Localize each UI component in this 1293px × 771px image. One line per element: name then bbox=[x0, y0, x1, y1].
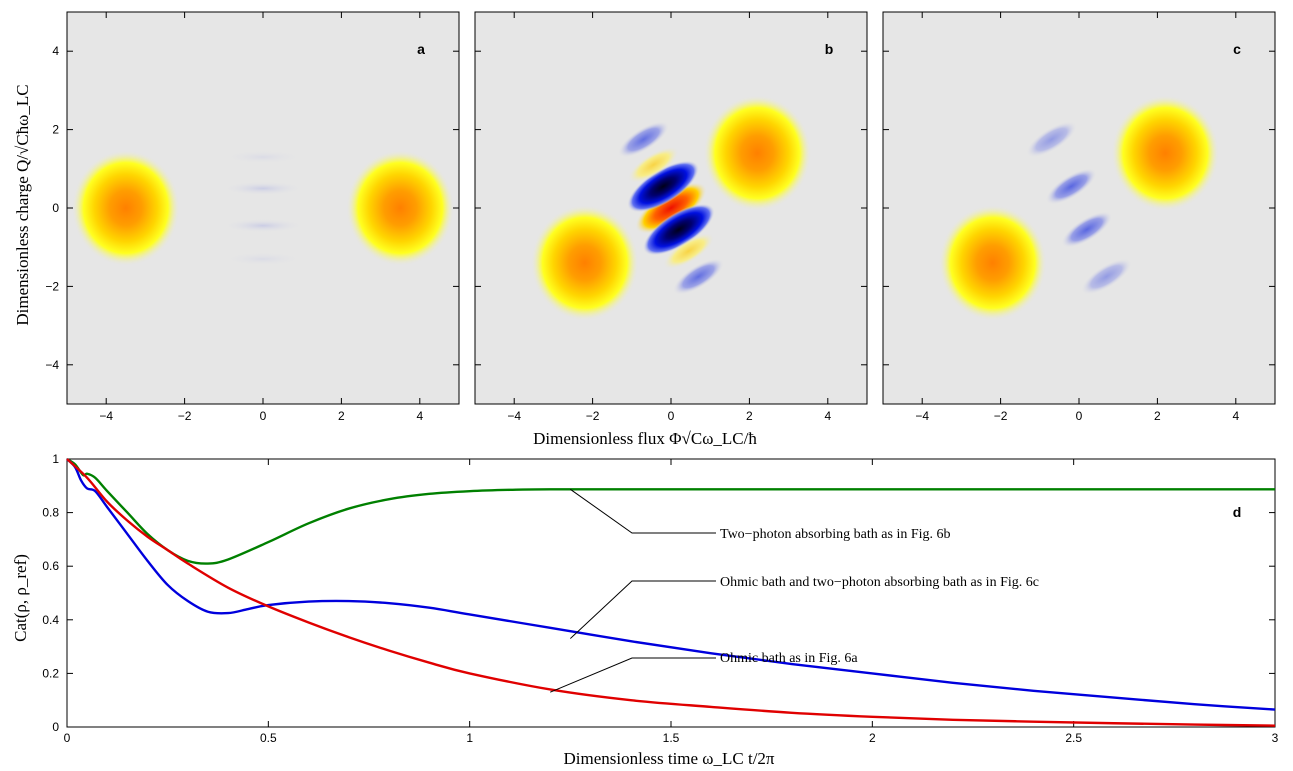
interference-fringe bbox=[221, 218, 305, 233]
series-two-photon bbox=[66, 457, 1275, 565]
bottom-y-axis-label: Cat(ρ, ρ_ref) bbox=[11, 554, 30, 642]
top-x-axis-label: Dimensionless flux Φ√Cω_LC/ħ bbox=[533, 429, 757, 448]
y-tick-label: 0.6 bbox=[42, 559, 59, 573]
x-tick-label: 3 bbox=[1272, 731, 1279, 745]
x-tick-label: 4 bbox=[1232, 409, 1239, 423]
x-tick-label: 2 bbox=[869, 731, 876, 745]
panel-b: −4 −2 0 2 4 b bbox=[474, 11, 868, 423]
x-tick-label: 2.5 bbox=[1065, 731, 1082, 745]
x-tick-label: 4 bbox=[416, 409, 423, 423]
interference-fringe bbox=[1045, 168, 1097, 205]
x-tick-label: 2 bbox=[1154, 409, 1161, 423]
wigner-panels: −4 −4 −2 −2 0 0 2 2 4 4 a −4 −2 0 2 4 b −4 −2 0 2 4 c bbox=[45, 11, 1276, 423]
coherent-state-blob bbox=[938, 204, 1047, 321]
y-tick-label: 0.4 bbox=[42, 613, 59, 627]
x-tick-label: −2 bbox=[994, 409, 1008, 423]
x-tick-label: −2 bbox=[178, 409, 192, 423]
x-tick-label: −2 bbox=[586, 409, 600, 423]
x-tick-label: 2 bbox=[338, 409, 345, 423]
y-tick-label: 0 bbox=[52, 201, 59, 215]
coherent-state-blob bbox=[346, 150, 455, 266]
x-tick-label: 0 bbox=[64, 731, 71, 745]
x-tick-label: 4 bbox=[824, 409, 831, 423]
interference-fringe bbox=[1025, 121, 1078, 158]
panel-letter: a bbox=[417, 41, 425, 57]
x-tick-label: 0 bbox=[1076, 409, 1083, 423]
interference-fringe bbox=[1061, 211, 1113, 248]
annotation-leader bbox=[550, 657, 716, 693]
x-tick-label: 0 bbox=[260, 409, 267, 423]
interference-fringe bbox=[221, 181, 305, 196]
interference-fringe bbox=[672, 258, 725, 295]
panel-c: −4 −2 0 2 4 c bbox=[882, 11, 1276, 423]
panel-a: −4 −4 −2 −2 0 0 2 2 4 4 a bbox=[45, 11, 460, 423]
x-tick-label: −4 bbox=[915, 409, 929, 423]
y-tick-label: −2 bbox=[45, 279, 59, 293]
y-tick-label: 0 bbox=[52, 720, 59, 734]
annotation-leader bbox=[569, 580, 716, 639]
y-tick-label: −4 bbox=[45, 358, 59, 372]
x-tick-label: −4 bbox=[507, 409, 521, 423]
x-tick-label: 0 bbox=[668, 409, 675, 423]
annotation-label: Ohmic bath and two−photon absorbing bath… bbox=[720, 575, 1039, 590]
annotation-leader bbox=[570, 488, 716, 534]
panel-c-background bbox=[883, 12, 1275, 404]
chart-frame bbox=[66, 458, 1276, 728]
coherent-state-blob bbox=[1111, 95, 1220, 212]
x-tick-label: 1.5 bbox=[663, 731, 680, 745]
y-tick-label: 0.2 bbox=[42, 666, 59, 680]
x-tick-label: 1 bbox=[466, 731, 473, 745]
panel-letter: b bbox=[825, 41, 834, 57]
annotation-label: Ohmic bath as in Fig. 6a bbox=[720, 651, 858, 666]
cat-fidelity-chart: 0 0.5 1 1.5 2 2.5 3 0 0.2 0.4 0.6 0.8 1 Two−photon ab… bbox=[42, 452, 1278, 745]
interference-fringe bbox=[617, 121, 670, 158]
interference-fringe bbox=[663, 232, 715, 270]
coherent-state-blob bbox=[703, 95, 812, 212]
interference-fringe bbox=[642, 203, 715, 256]
series-ohmic-and-two-photon bbox=[66, 458, 1276, 711]
y-tick-label: 1 bbox=[52, 452, 59, 466]
panel-letter: d bbox=[1233, 504, 1242, 520]
coherent-state-blob bbox=[530, 204, 639, 321]
interference-fringe bbox=[635, 182, 707, 234]
panel-letter: c bbox=[1233, 41, 1241, 57]
interference-fringe bbox=[1080, 258, 1133, 295]
y-tick-label: 4 bbox=[52, 44, 59, 58]
top-y-axis-label: Dimensionless charge Q/√Cħω_LC bbox=[13, 84, 32, 325]
annotation-label: Two−photon absorbing bath as in Fig. 6b bbox=[720, 527, 951, 542]
y-tick-label: 2 bbox=[52, 123, 59, 137]
x-tick-label: 0.5 bbox=[260, 731, 277, 745]
interference-fringe bbox=[221, 251, 305, 267]
coherent-state-blob bbox=[71, 150, 180, 266]
interference-fringe bbox=[627, 160, 700, 213]
x-tick-label: 2 bbox=[746, 409, 753, 423]
series-ohmic bbox=[66, 458, 1276, 727]
interference-fringe bbox=[221, 149, 305, 165]
x-tick-label: −4 bbox=[99, 409, 113, 423]
y-tick-label: 0.8 bbox=[42, 506, 59, 520]
interference-fringe bbox=[627, 146, 679, 184]
bottom-x-axis-label: Dimensionless time ω_LC t/2π bbox=[563, 749, 774, 768]
